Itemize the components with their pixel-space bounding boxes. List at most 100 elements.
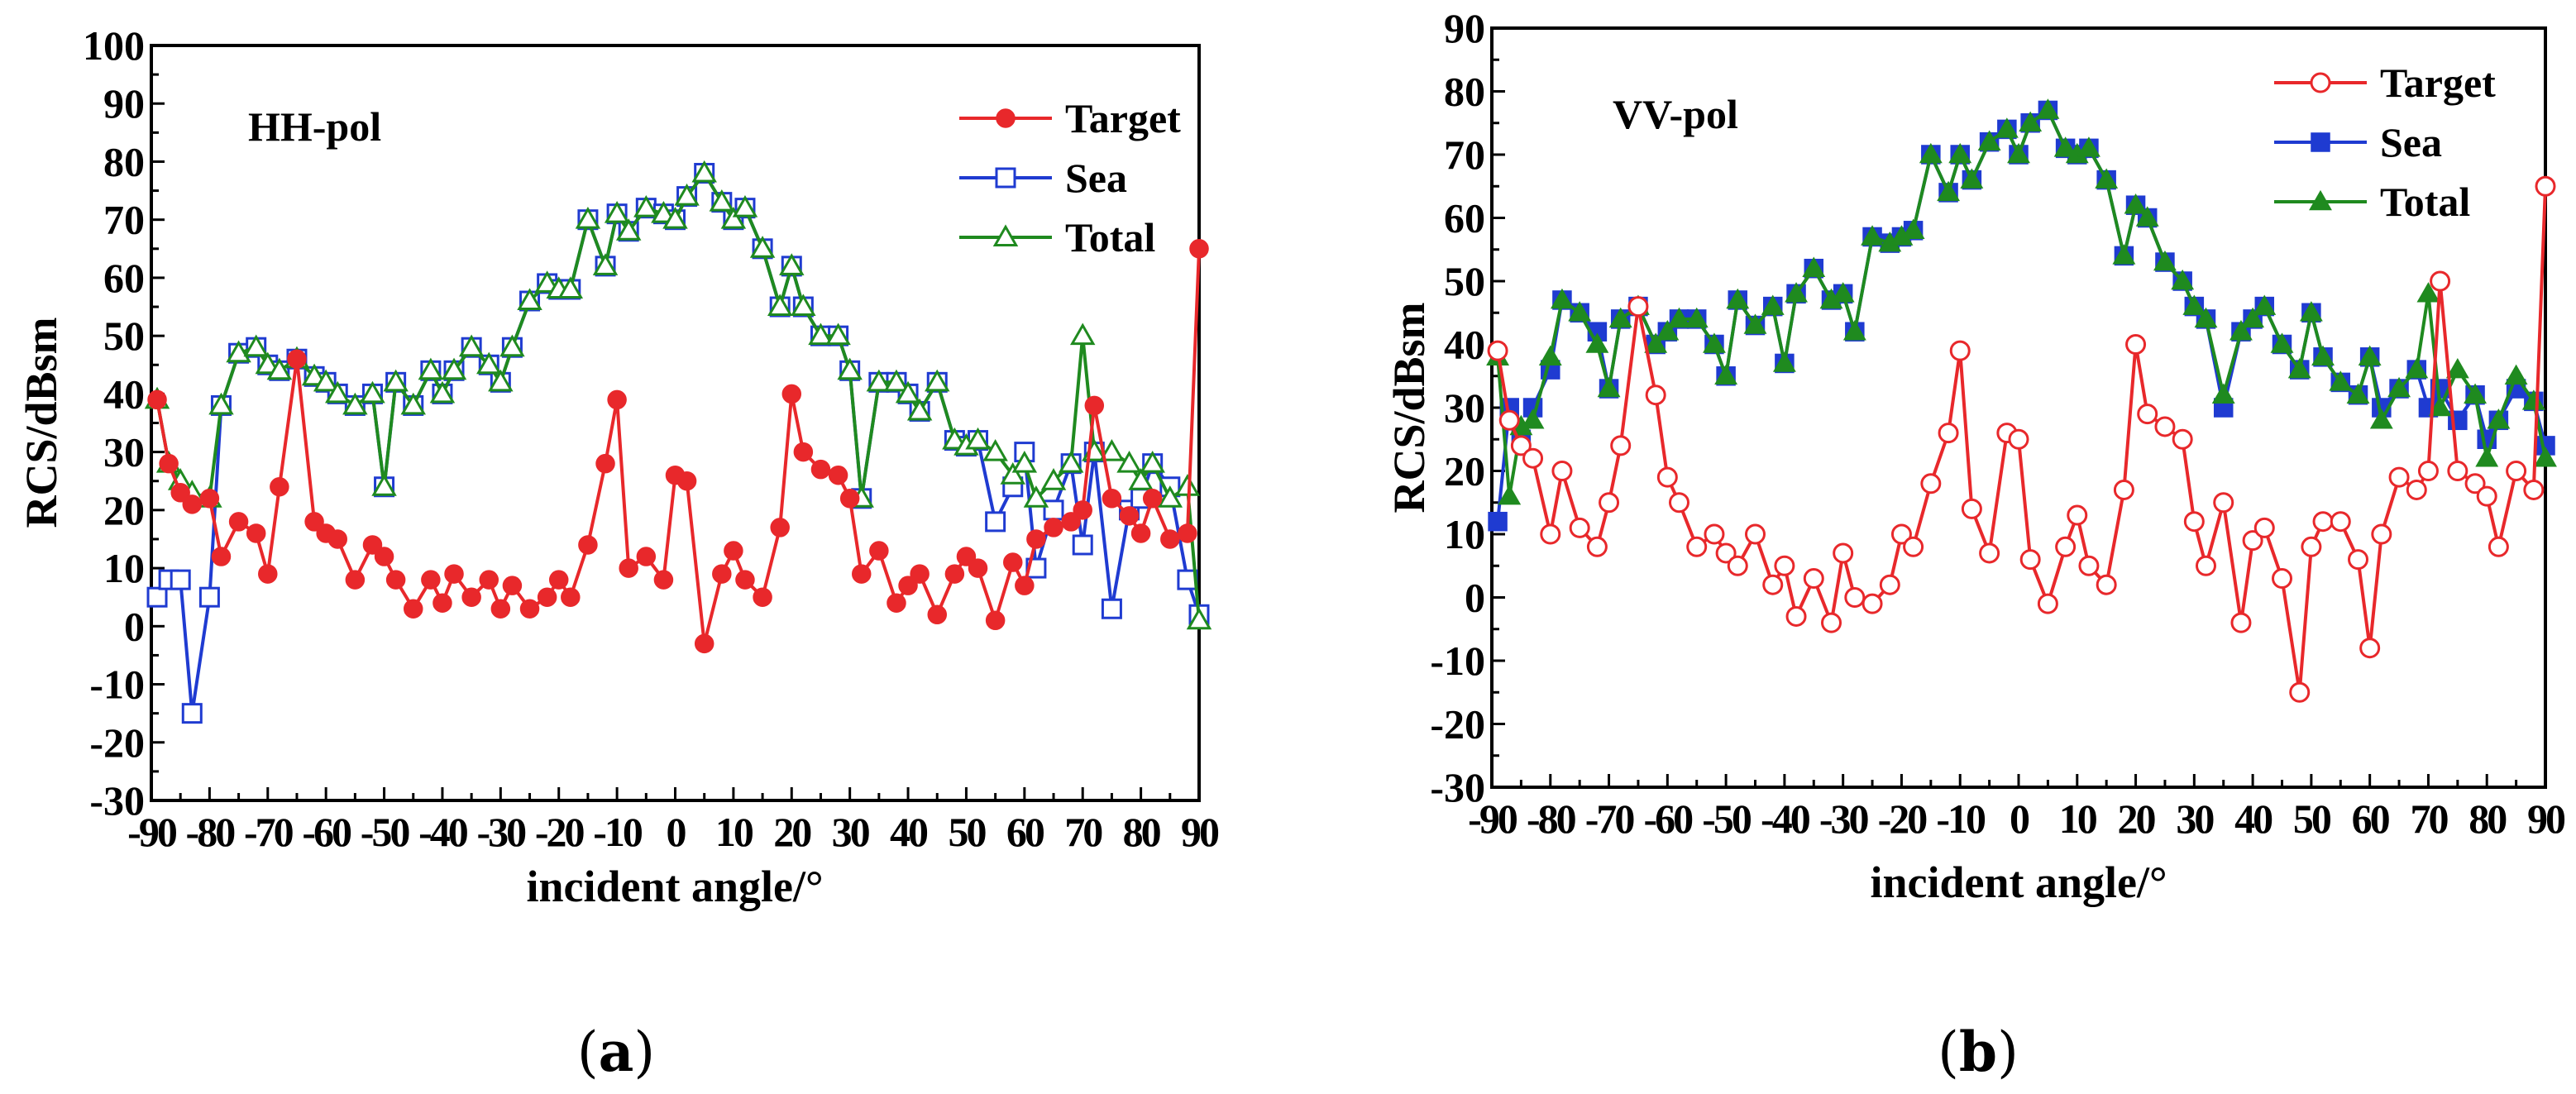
data-point-total <box>1785 282 1808 303</box>
data-point-target <box>828 465 848 485</box>
data-point-total <box>488 369 514 392</box>
x-tick-label: 0 <box>2010 795 2029 842</box>
data-point-total <box>604 200 630 223</box>
data-point-total <box>1011 450 1038 473</box>
data-point-total <box>1726 288 1750 309</box>
data-point-target <box>327 529 347 549</box>
data-point-target <box>694 633 714 654</box>
x-tick-label: -40 <box>1761 795 1810 842</box>
data-point-target <box>2289 681 2311 703</box>
data-point-target <box>869 541 889 561</box>
y-tick-label: -30 <box>89 777 145 824</box>
x-tick-label: -30 <box>1819 795 1869 842</box>
data-point-target <box>2172 428 2193 450</box>
data-point-sea <box>1072 534 1093 556</box>
data-point-target <box>2154 416 2176 437</box>
data-point-target <box>2067 504 2088 526</box>
data-point-target <box>1102 489 1122 509</box>
data-point-target <box>548 570 569 590</box>
data-point-target <box>228 512 249 532</box>
data-point-total <box>1585 332 1609 353</box>
data-point-target <box>1160 529 1180 549</box>
data-point-total <box>1901 218 1925 240</box>
data-point-target <box>519 599 540 619</box>
data-point-total <box>592 253 619 275</box>
data-point-target <box>2312 511 2334 533</box>
data-point-total <box>2369 408 2393 429</box>
data-point-target <box>887 593 906 613</box>
data-point-total <box>208 392 234 415</box>
data-point-total <box>1919 142 1943 164</box>
y-tick-label: 80 <box>103 138 145 184</box>
series-group-vv <box>1486 98 2557 703</box>
data-point-target <box>1668 492 1689 514</box>
series-target <box>1487 175 2556 703</box>
data-point-target <box>2430 270 2451 292</box>
data-point-target <box>1704 523 1725 545</box>
caption-a: (a) <box>577 1020 655 1084</box>
data-point-total <box>1685 307 1709 328</box>
y-tick-label: 0 <box>124 603 145 649</box>
data-point-total <box>360 380 385 404</box>
data-point-total <box>1608 307 1632 328</box>
data-point-target <box>490 599 511 619</box>
data-point-target <box>1522 447 1544 469</box>
data-point-target <box>2464 473 2486 494</box>
data-point-target <box>1487 340 1508 361</box>
data-point-target <box>1189 239 1209 259</box>
x-axis-title-hh: incident angle/° <box>526 862 823 911</box>
x-tick-label: 0 <box>667 809 686 855</box>
data-point-target <box>2523 479 2545 500</box>
data-point-total <box>1000 462 1025 485</box>
data-point-total <box>2428 395 2452 417</box>
data-point-target <box>2019 549 2041 571</box>
data-point-total <box>2182 294 2206 315</box>
data-point-target <box>1586 536 1608 557</box>
data-point-target <box>1727 555 1748 576</box>
data-point-target <box>1979 542 2000 564</box>
data-point-total <box>965 427 991 450</box>
plot-frame-hh <box>150 44 1201 802</box>
data-point-total <box>1937 180 1961 202</box>
data-point-target <box>1026 529 1046 549</box>
data-point-target <box>753 587 772 607</box>
data-point-target <box>2183 511 2205 533</box>
x-axis-hh: -90 -80 -70 -60 -50 -40 -30 -20 -10 0 10 20 30 40 50 60… <box>127 787 1221 855</box>
data-point-target <box>2230 612 2252 633</box>
data-point-target <box>433 593 452 613</box>
legend-label-total: Total <box>1065 214 1155 260</box>
data-point-total <box>476 351 502 375</box>
data-point-total <box>1128 468 1154 490</box>
data-point-total <box>1099 438 1125 461</box>
legend-item-sea: Sea <box>2274 119 2442 165</box>
panel-title-hh: HH-pol <box>248 103 381 150</box>
data-point-total <box>1186 607 1212 630</box>
y-tick-label: 30 <box>103 429 145 475</box>
y-tick-label: 20 <box>103 487 145 533</box>
x-tick-label: 60 <box>2352 795 2390 842</box>
x-tick-label: 30 <box>2176 795 2214 842</box>
x-tick-label: -30 <box>477 809 527 855</box>
y-tick-label: 100 <box>83 22 145 69</box>
data-point-sea <box>170 569 191 590</box>
data-point-target <box>1610 435 1632 456</box>
y-tick-label: 0 <box>1465 575 1485 621</box>
series-total <box>144 160 1212 630</box>
data-point-total <box>2534 447 2557 467</box>
data-point-target <box>810 459 831 480</box>
data-point-target <box>851 564 872 584</box>
data-point-target <box>898 576 918 595</box>
data-point-total <box>255 351 281 375</box>
y-axis-title-hh: RCS/dBsm <box>17 317 66 528</box>
caption-a-letter: a <box>599 1020 634 1084</box>
data-point-target <box>258 564 278 584</box>
data-point-total <box>1703 332 1726 353</box>
y-tick-label: 40 <box>1444 322 1485 368</box>
y-axis-title-vv: RCS/dBsm <box>1384 302 1434 513</box>
y-tick-label: 50 <box>103 313 145 359</box>
data-point-sea <box>146 586 168 608</box>
x-tick-label: 70 <box>2410 795 2448 842</box>
legend-item-sea: Sea <box>959 155 1127 201</box>
data-point-target <box>1656 466 1678 488</box>
data-point-target <box>304 512 324 532</box>
